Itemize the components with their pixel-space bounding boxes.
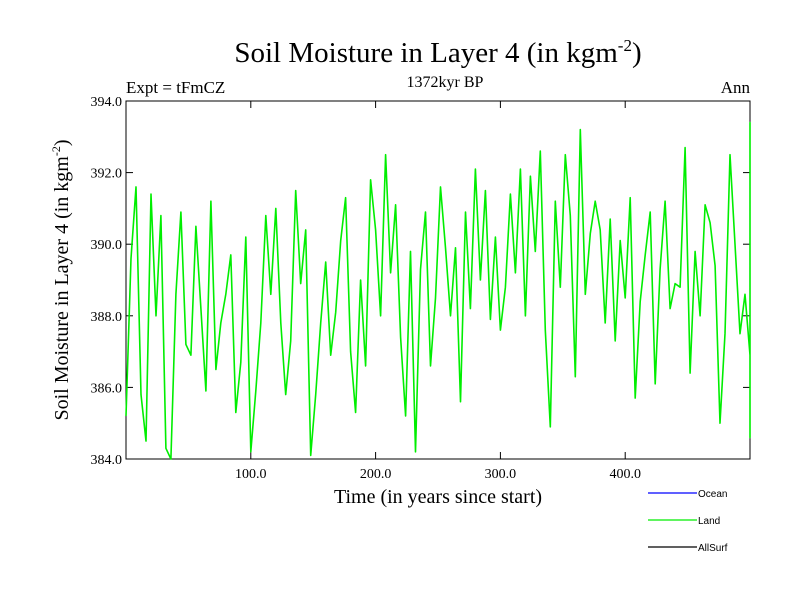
chart-subtitle: 1372kyr BP — [407, 74, 484, 91]
period-label: Ann — [721, 78, 751, 97]
series-group — [125, 121, 751, 460]
legend: Ocean Land AllSurf — [648, 489, 728, 554]
x-tick-label: 300.0 — [485, 467, 517, 482]
y-tick-label: 392.0 — [91, 167, 123, 182]
legend-label-land: Land — [698, 516, 720, 527]
legend-label-allsurf: AllSurf — [698, 543, 728, 554]
x-axis-label: Time (in years since start) — [334, 486, 542, 508]
legend-label-ocean: Ocean — [698, 489, 727, 500]
y-axis-ticks: 384.0 386.0 388.0 390.0 392.0 394.0 — [91, 95, 750, 468]
x-tick-label: 100.0 — [235, 467, 267, 482]
y-axis-label: Soil Moisture in Layer 4 (in kgm-2) — [49, 139, 73, 420]
experiment-label: Expt = tFmCZ — [126, 78, 225, 97]
x-axis-ticks: 100.0 200.0 300.0 400.0 — [235, 101, 641, 482]
y-tick-label: 394.0 — [91, 95, 123, 110]
x-tick-label: 200.0 — [360, 467, 392, 482]
chart-title: Soil Moisture in Layer 4 (in kgm-2) — [234, 36, 641, 69]
x-tick-label: 400.0 — [609, 467, 641, 482]
y-tick-label: 388.0 — [91, 310, 123, 325]
y-tick-label: 390.0 — [91, 238, 123, 253]
series-line-land — [125, 121, 751, 460]
y-tick-label: 386.0 — [91, 381, 123, 396]
y-tick-label: 384.0 — [91, 453, 123, 468]
plot-frame — [125, 100, 751, 460]
